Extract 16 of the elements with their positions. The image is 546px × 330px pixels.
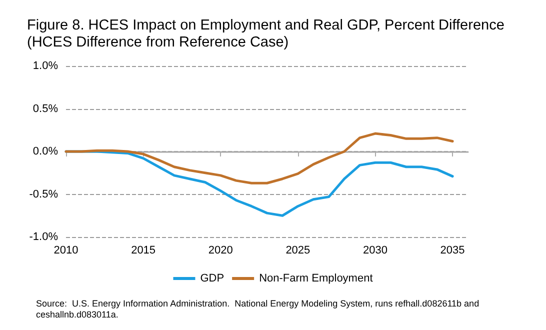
x-tick-label: 2025 — [286, 244, 310, 256]
legend-label: Non-Farm Employment — [259, 272, 373, 284]
y-tick-label: -0.5% — [29, 188, 58, 200]
x-tick-label: 2035 — [440, 244, 465, 256]
source-note: Source: U.S. Energy Information Administration. National Energy Modeling System, runs refhall.d082611b and ceshallnb.d083011a. — [36, 298, 480, 320]
y-tick-label: 0.0% — [32, 146, 58, 158]
line-series — [64, 132, 454, 184]
x-tick-label: 2020 — [208, 244, 233, 256]
y-tick-label: 1.0% — [32, 60, 58, 72]
y-tick-label: -1.0% — [29, 231, 58, 243]
x-tick-label: 2030 — [362, 244, 388, 256]
chart-title: Figure 8. HCES Impact on Employment and Real GDP, Percent Difference (HCES Difference from Reference Case) — [27, 18, 504, 50]
y-tick-label: 0.5% — [32, 102, 58, 115]
x-tick-label: 2010 — [54, 244, 78, 256]
legend-label: GDP — [200, 272, 224, 284]
x-tick-label: 2015 — [131, 244, 156, 256]
